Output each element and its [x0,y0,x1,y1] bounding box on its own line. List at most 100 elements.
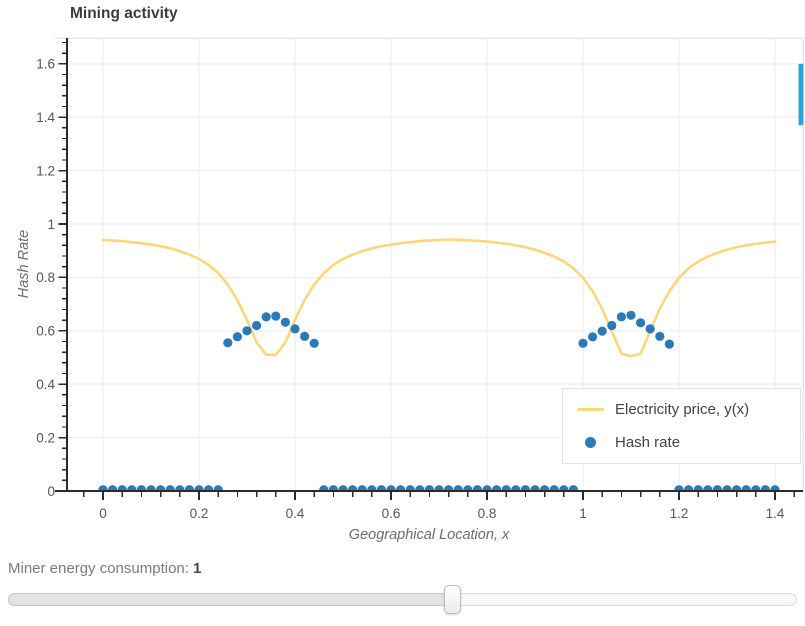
y-axis-label: Hash Rate [16,229,32,299]
hash-rate-dot [290,324,300,334]
hash-rate-dot [328,485,338,491]
y-tick-label: 0.2 [36,430,55,445]
hash-rate-dot [319,485,329,491]
hash-rate-dot [184,485,194,491]
hash-rate-dot [741,485,751,491]
hash-rate-dot [98,485,108,491]
hash-rate-dot [271,311,281,321]
hash-rate-dot [674,485,684,491]
chart-title: Mining activity [70,5,178,22]
slider-value: 1 [192,560,202,577]
hash-rate-dot [712,485,722,491]
hash-rate-dot [108,485,118,491]
hash-rate-dot [232,332,242,342]
hash-rate-dot [386,485,396,491]
line-swatch-icon [577,408,604,411]
y-tick-label: 0.6 [36,324,55,339]
y-tick-label: 1.6 [36,57,55,72]
hash-rate-dot [501,485,511,491]
hash-rate-dot [568,485,578,491]
hash-rate-dot [511,485,521,491]
hash-rate-dot [492,485,502,491]
hash-rate-dot [626,310,636,320]
hash-rate-dot [559,485,569,491]
y-tick-label: 1.2 [36,163,55,178]
hash-rate-dot [636,318,646,328]
hash-rate-dot [213,485,223,491]
y-tick-label: 0.8 [36,270,55,285]
hash-rate-dot [261,312,271,322]
hash-rate-dot [309,338,319,348]
hash-rate-dot [645,324,655,334]
hash-rate-dot [396,485,406,491]
hash-rate-dot [165,485,175,491]
hash-rate-dot [424,485,434,491]
hash-rate-dot [444,485,454,491]
hash-rate-dot [280,317,290,327]
hash-rate-dot [607,320,617,331]
hash-rate-dot [597,326,607,336]
y-tick-label: 0.4 [36,377,55,392]
hash-rate-dot [204,485,214,491]
hash-rate-dot [722,485,732,491]
hash-rate-dot [751,485,761,491]
y-tick-label: 1 [47,217,55,232]
hash-rate-dot [223,338,233,348]
hash-rate-dot [136,485,146,491]
hash-rate-dot [376,485,386,491]
y-tick-label: 0 [47,484,55,499]
hash-rate-dot [242,326,252,336]
hash-rate-dot [194,485,204,491]
hash-rate-dot [463,485,473,491]
hash-rate-dot [655,331,665,341]
energy-consumption-slider[interactable] [8,585,797,614]
hash-rate-dot [530,485,540,491]
hash-rate-dot [367,485,377,491]
slider-label: Miner energy consumption: [8,560,189,577]
legend: Electricity price, y(x) Hash rate [562,388,801,464]
hash-rate-dot [703,485,713,491]
legend-item-electricity-price: Electricity price, y(x) [577,398,800,422]
hash-rate-dot [549,485,559,491]
hash-rate-dot [664,339,675,349]
hash-rate-dot [357,485,367,491]
hash-rate-dot [684,485,694,491]
x-tick-label: 0.4 [286,506,305,521]
hash-rate-dot [616,312,627,322]
hash-rate-dot [117,485,127,491]
hash-rate-dot [693,485,703,491]
hash-rate-dot [338,485,348,491]
hash-rate-dot [175,485,185,491]
x-tick-label: 1 [579,506,587,521]
hash-rate-dot [127,485,137,491]
hash-rate-dot [146,485,156,491]
y-tick-label: 1.4 [36,110,55,125]
hash-rate-dot [434,485,444,491]
hash-rate-dot [760,485,770,491]
hash-rate-dot [156,485,166,491]
hash-rate-dot [300,331,310,341]
hash-rate-dot [732,485,742,491]
hash-rate-dot [588,332,598,342]
slider-readout: Miner energy consumption: 1 [8,560,201,577]
edge-bar [798,63,804,126]
x-tick-label: 0.8 [478,506,497,521]
x-tick-label: 1.2 [670,506,689,521]
legend-label: Electricity price, y(x) [615,401,750,418]
hash-rate-dot [405,485,415,491]
hash-rate-dot [472,485,482,491]
hash-rate-points [98,310,780,491]
hash-rate-dot [252,320,262,331]
hash-rate-dot [770,485,780,491]
hash-rate-dot [578,338,588,348]
legend-label: Hash rate [615,434,681,451]
hash-rate-dot [415,485,425,491]
slider-handle[interactable] [443,585,461,614]
slider-fill [8,593,452,606]
x-tick-label: 0.6 [382,506,401,521]
hash-rate-dot [540,485,550,491]
x-tick-label: 0 [99,506,107,521]
dot-swatch-icon [585,437,596,448]
hash-rate-dot [482,485,492,491]
x-axis-label: Geographical Location, x [348,527,510,543]
